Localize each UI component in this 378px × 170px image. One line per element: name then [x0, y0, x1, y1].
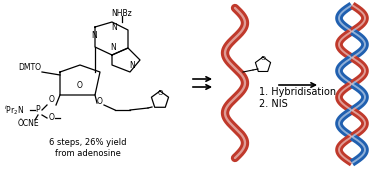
Text: O: O: [49, 114, 55, 123]
Text: N: N: [91, 30, 97, 39]
Text: O: O: [157, 90, 163, 96]
Text: P: P: [36, 106, 40, 115]
Text: N: N: [111, 22, 117, 31]
Text: O: O: [49, 96, 55, 105]
Text: N: N: [110, 44, 116, 53]
Text: O: O: [77, 81, 83, 89]
Text: 6 steps, 26% yield
from adenosine: 6 steps, 26% yield from adenosine: [49, 138, 127, 158]
Text: O: O: [260, 56, 265, 61]
Text: O: O: [97, 98, 103, 106]
Text: DMTO: DMTO: [18, 64, 41, 72]
Text: N: N: [129, 61, 135, 70]
Text: 1. Hybridisation
2. NIS: 1. Hybridisation 2. NIS: [259, 87, 336, 109]
Text: ȮCNE: ȮCNE: [17, 120, 39, 129]
Text: NHBz: NHBz: [112, 8, 132, 18]
Text: $^i$Pr$_2$N: $^i$Pr$_2$N: [4, 103, 24, 117]
